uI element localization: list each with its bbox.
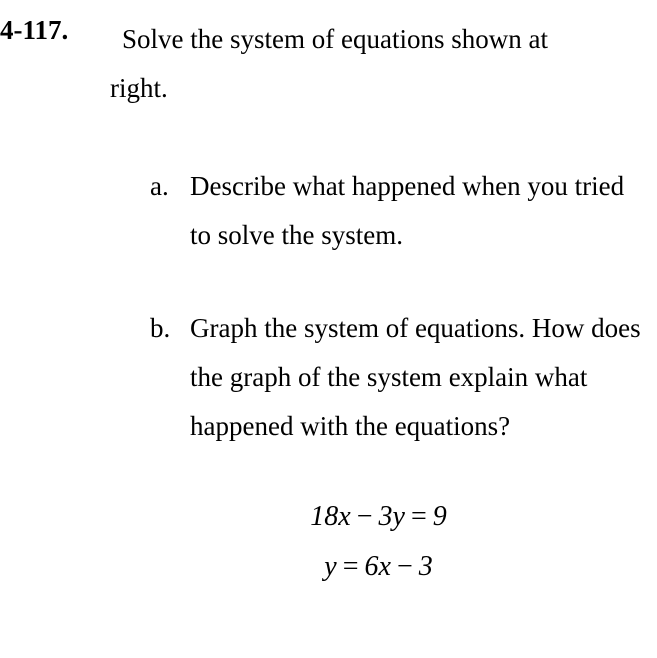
problem-number: 4-117.: [0, 15, 68, 46]
part-a-text: Describe what happened when you tried to…: [190, 162, 647, 259]
equation-2: y=6x−3: [110, 545, 647, 590]
equation-1: 18x−3y=9: [110, 495, 647, 540]
part-b: b. Graph the system of equations. How do…: [150, 304, 647, 450]
problem-container: 4-117. Solve the system of equations sho…: [0, 0, 657, 590]
part-b-text: Graph the system of equations. How does …: [190, 304, 647, 450]
main-text: Solve the system of equations shown at r…: [110, 15, 657, 590]
part-b-label: b.: [150, 304, 170, 353]
part-a-label: a.: [150, 162, 169, 211]
intro-line-2: right.: [110, 64, 647, 113]
intro-text: Solve the system of equations shown at r…: [110, 15, 647, 112]
intro-line-1: Solve the system of equations shown at: [110, 15, 647, 64]
part-a: a. Describe what happened when you tried…: [150, 162, 647, 259]
equations-block: 18x−3y=9 y=6x−3: [110, 495, 647, 590]
